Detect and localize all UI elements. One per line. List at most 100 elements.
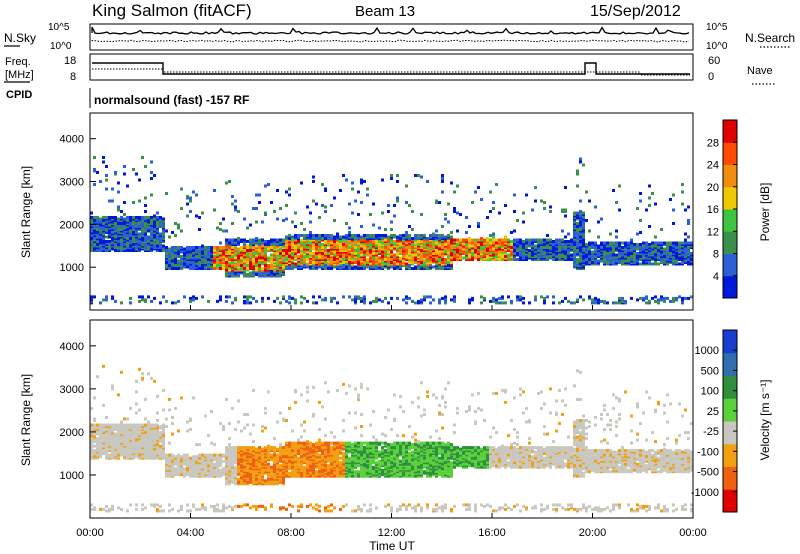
- range-time-cell: [165, 246, 168, 249]
- range-time-cell: [117, 243, 120, 246]
- range-time-cell: [207, 262, 210, 266]
- range-time-cell: [675, 256, 678, 260]
- range-time-cell: [654, 235, 657, 239]
- range-time-cell: [591, 298, 594, 302]
- range-time-cell: [624, 241, 627, 245]
- range-time-cell: [495, 238, 498, 242]
- range-time-cell: [648, 252, 651, 255]
- range-time-cell: [228, 295, 231, 299]
- range-time-cell: [294, 225, 297, 228]
- range-time-cell: [234, 199, 237, 203]
- range-time-cell: [372, 234, 375, 237]
- range-time-cell: [612, 258, 615, 261]
- range-time-cell: [690, 241, 693, 245]
- range-time-cell: [441, 296, 444, 300]
- range-time-cell: [93, 506, 96, 510]
- range-time-cell: [111, 387, 114, 391]
- range-time-cell: [192, 295, 195, 299]
- range-time-cell: [321, 204, 324, 207]
- range-time-cell: [618, 184, 621, 188]
- range-time-cell: [612, 246, 615, 249]
- range-time-cell: [621, 241, 624, 245]
- range-time-cell: [471, 253, 474, 257]
- range-time-cell: [231, 202, 234, 206]
- range-time-cell: [543, 201, 546, 204]
- range-time-cell: [309, 231, 312, 234]
- range-time-cell: [453, 295, 456, 299]
- range-time-cell: [540, 255, 543, 258]
- range-time-cell: [441, 177, 444, 180]
- range-time-cell: [495, 301, 498, 305]
- range-time-cell: [153, 174, 156, 177]
- range-time-cell: [240, 477, 243, 481]
- range-time-cell: [192, 455, 195, 459]
- range-time-cell: [321, 298, 324, 302]
- range-time-cell: [126, 219, 129, 222]
- range-time-cell: [318, 262, 321, 266]
- search-tick-high: 10^5: [706, 22, 728, 33]
- range-time-cell: [123, 201, 126, 204]
- range-time-cell: [582, 247, 585, 251]
- range-time-cell: [243, 259, 246, 263]
- range-time-cell: [99, 217, 102, 221]
- range-time-cell: [126, 184, 129, 188]
- range-time-cell: [492, 296, 495, 300]
- range-time-cell: [576, 241, 579, 245]
- range-time-cell: [102, 364, 105, 368]
- range-time-cell: [486, 237, 489, 240]
- range-time-cell: [387, 238, 390, 242]
- range-time-cell: [576, 298, 579, 302]
- range-time-cell: [114, 171, 117, 174]
- range-time-cell: [411, 299, 414, 303]
- range-time-cell: [225, 238, 228, 242]
- range-time-cell: [516, 244, 519, 248]
- range-time-cell: [114, 443, 117, 447]
- range-time-cell: [138, 432, 141, 436]
- range-time-cell: [216, 246, 219, 249]
- range-time-cell: [177, 509, 180, 513]
- range-time-cell: [156, 241, 159, 245]
- range-time-cell: [174, 249, 177, 252]
- range-time-cell: [111, 187, 114, 191]
- range-time-cell: [543, 238, 546, 242]
- range-time-cell: [669, 241, 672, 245]
- range-time-cell: [501, 295, 504, 299]
- range-time-cell: [387, 301, 390, 305]
- range-time-cell: [198, 456, 201, 460]
- range-time-cell: [111, 507, 114, 511]
- range-time-cell: [639, 296, 642, 300]
- range-time-cell: [93, 183, 96, 186]
- range-time-cell: [654, 299, 657, 303]
- range-time-cell: [141, 372, 144, 376]
- range-time-cell: [681, 301, 684, 305]
- range-time-cell: [132, 455, 135, 459]
- range-time-cell: [135, 402, 138, 406]
- range-time-cell: [336, 232, 339, 236]
- range-time-cell: [165, 425, 168, 428]
- range-time-cell: [108, 423, 111, 427]
- range-time-cell: [189, 246, 192, 249]
- range-time-cell: [135, 172, 138, 176]
- range-time-cell: [309, 265, 312, 269]
- range-time-cell: [210, 455, 213, 459]
- range-time-cell: [408, 296, 411, 300]
- range-time-cell: [651, 296, 654, 300]
- range-time-cell: [240, 238, 243, 242]
- freq-nave-frame: [89, 53, 694, 81]
- range-time-cell: [414, 256, 417, 260]
- range-time-cell: [225, 295, 228, 299]
- range-time-cell: [498, 238, 501, 242]
- range-time-cell: [558, 243, 561, 246]
- range-time-cell: [156, 507, 159, 511]
- range-time-cell: [213, 509, 216, 513]
- range-time-cell: [681, 202, 684, 206]
- range-time-cell: [441, 255, 444, 258]
- range-time-cell: [282, 295, 285, 299]
- range-time-cell: [534, 186, 537, 189]
- range-time-cell: [312, 252, 315, 255]
- range-time-cell: [249, 223, 252, 227]
- range-time-cell: [474, 238, 477, 242]
- range-time-cell: [396, 174, 399, 177]
- range-time-cell: [564, 250, 567, 254]
- range-time-cell: [219, 295, 222, 299]
